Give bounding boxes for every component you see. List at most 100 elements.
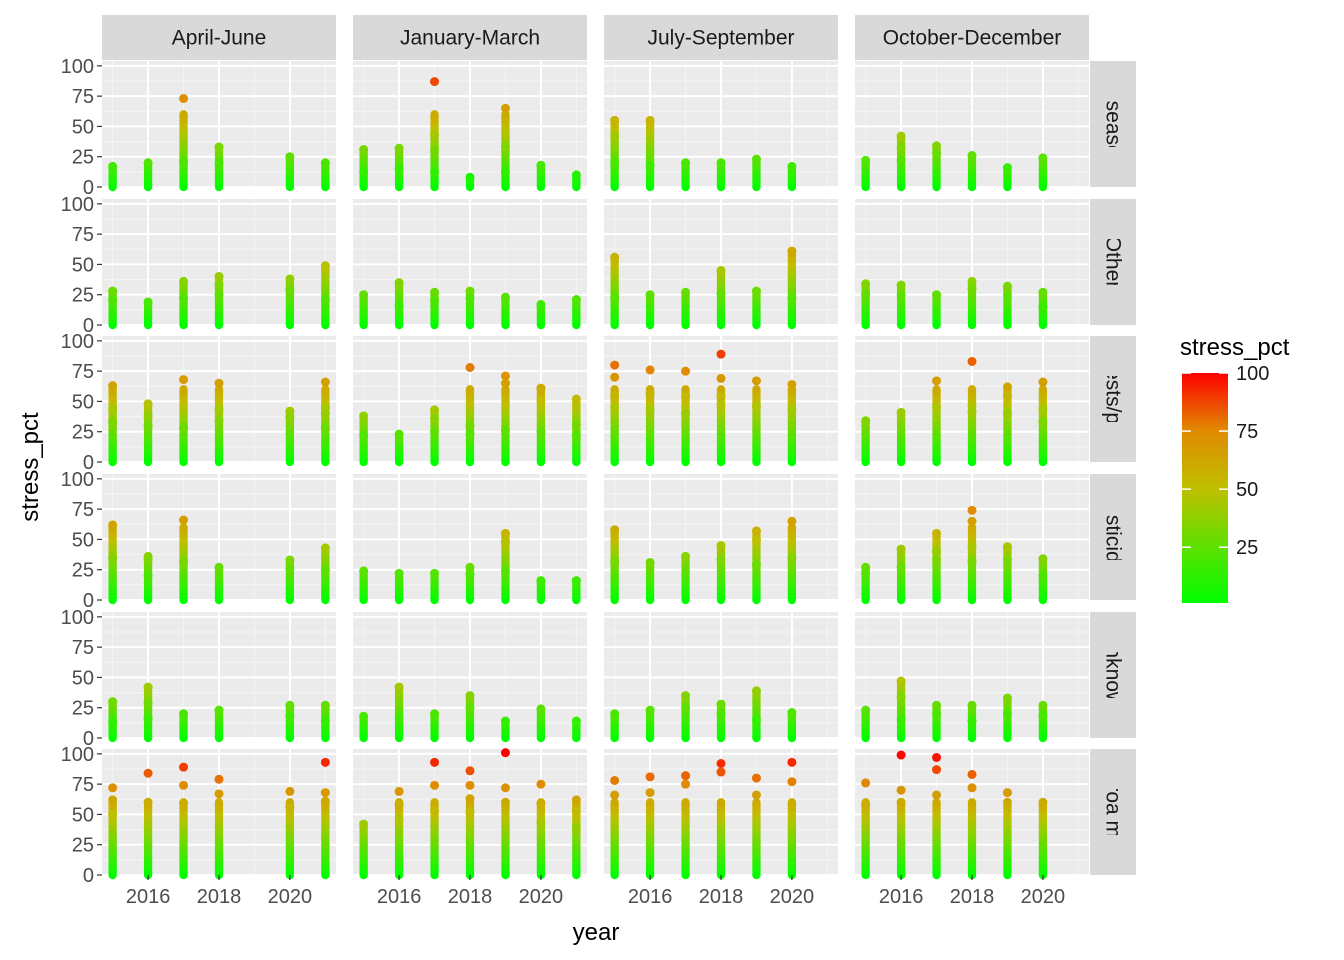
data-point xyxy=(359,711,369,721)
data-point xyxy=(1038,571,1048,581)
data-point xyxy=(214,774,224,784)
data-point xyxy=(896,785,906,795)
data-point xyxy=(285,152,295,162)
data-point xyxy=(1038,554,1048,564)
data-points xyxy=(610,246,797,330)
data-points xyxy=(359,528,581,605)
data-point xyxy=(967,356,977,366)
data-point xyxy=(610,131,620,141)
y-tick-label: 50 xyxy=(72,254,94,276)
data-point xyxy=(536,576,546,586)
data-point xyxy=(645,405,655,415)
data-point xyxy=(536,799,546,809)
data-point xyxy=(967,798,977,807)
data-point xyxy=(716,392,726,402)
panel-other-pests-parasites-april-june xyxy=(102,336,336,467)
data-point xyxy=(465,794,475,804)
data-point xyxy=(500,783,510,793)
data-point xyxy=(285,786,295,796)
data-point xyxy=(179,762,189,772)
data-point xyxy=(1038,385,1048,394)
data-point xyxy=(751,773,761,783)
data-point xyxy=(861,800,871,810)
data-point xyxy=(610,790,620,800)
data-point xyxy=(1002,555,1012,565)
data-point xyxy=(320,565,330,575)
data-point xyxy=(787,553,797,563)
data-point xyxy=(681,798,690,807)
data-point xyxy=(320,261,330,271)
data-point xyxy=(645,788,655,798)
data-point xyxy=(143,714,153,724)
data-point xyxy=(681,409,691,419)
data-point xyxy=(143,297,153,307)
data-point xyxy=(787,405,797,415)
data-point xyxy=(108,553,118,563)
data-point xyxy=(896,142,906,152)
data-point xyxy=(465,562,475,572)
y-tick-label: 75 xyxy=(72,499,94,521)
data-point xyxy=(751,401,761,411)
data-point xyxy=(861,416,871,426)
data-point xyxy=(143,158,153,168)
data-point xyxy=(108,809,118,819)
data-point xyxy=(1002,163,1012,173)
data-point xyxy=(108,783,118,793)
panel-other-january-march xyxy=(353,199,587,330)
data-point xyxy=(787,757,797,767)
data-point xyxy=(896,544,906,554)
data-point xyxy=(610,390,620,400)
data-point xyxy=(967,783,977,793)
data-point xyxy=(320,543,330,553)
data-point xyxy=(430,287,440,297)
data-point xyxy=(571,824,581,834)
data-point xyxy=(967,542,977,552)
data-point xyxy=(108,404,118,414)
data-point xyxy=(787,777,797,787)
data-point xyxy=(787,293,797,303)
panel-other-october-december xyxy=(855,199,1089,330)
data-point xyxy=(967,151,977,160)
data-points xyxy=(861,131,1048,192)
data-point xyxy=(430,568,440,578)
data-point xyxy=(681,703,691,713)
facet-row-label: Pesticides xyxy=(1102,489,1125,585)
data-point xyxy=(394,814,404,824)
data-point xyxy=(285,285,295,295)
data-point xyxy=(1002,409,1012,419)
data-point xyxy=(932,765,942,775)
panel-other-april-june xyxy=(102,199,336,330)
data-point xyxy=(967,700,977,710)
data-point xyxy=(645,705,655,715)
y-tick-label: 75 xyxy=(72,361,94,383)
data-point xyxy=(1038,405,1048,415)
data-point xyxy=(967,716,977,726)
data-point xyxy=(214,158,224,168)
facet-row-strip-bg xyxy=(1090,199,1136,325)
data-point xyxy=(610,292,620,302)
data-point xyxy=(465,703,475,713)
data-point xyxy=(571,295,581,305)
panel-other-pests-parasites-january-march xyxy=(353,336,587,467)
data-point xyxy=(1002,709,1012,719)
data-point xyxy=(967,769,977,779)
data-point xyxy=(394,164,404,174)
y-tick-label: 25 xyxy=(72,422,94,444)
data-point xyxy=(500,103,510,113)
facet-column-label: April-June xyxy=(172,27,267,50)
data-point xyxy=(787,246,797,256)
data-point xyxy=(1002,390,1012,400)
data-point xyxy=(359,166,369,176)
data-point xyxy=(214,405,224,415)
panel-unknown-october-december xyxy=(855,612,1089,743)
y-tick-label: 100 xyxy=(61,331,94,353)
data-point xyxy=(285,555,295,565)
data-point xyxy=(285,412,295,422)
data-point xyxy=(285,711,295,721)
panel-other-pests-parasites-october-december xyxy=(855,336,1089,467)
data-point xyxy=(610,158,620,168)
data-point xyxy=(861,568,871,578)
facet-row-label: Diseases xyxy=(1102,81,1125,167)
data-point xyxy=(214,142,224,152)
data-point xyxy=(108,697,118,707)
